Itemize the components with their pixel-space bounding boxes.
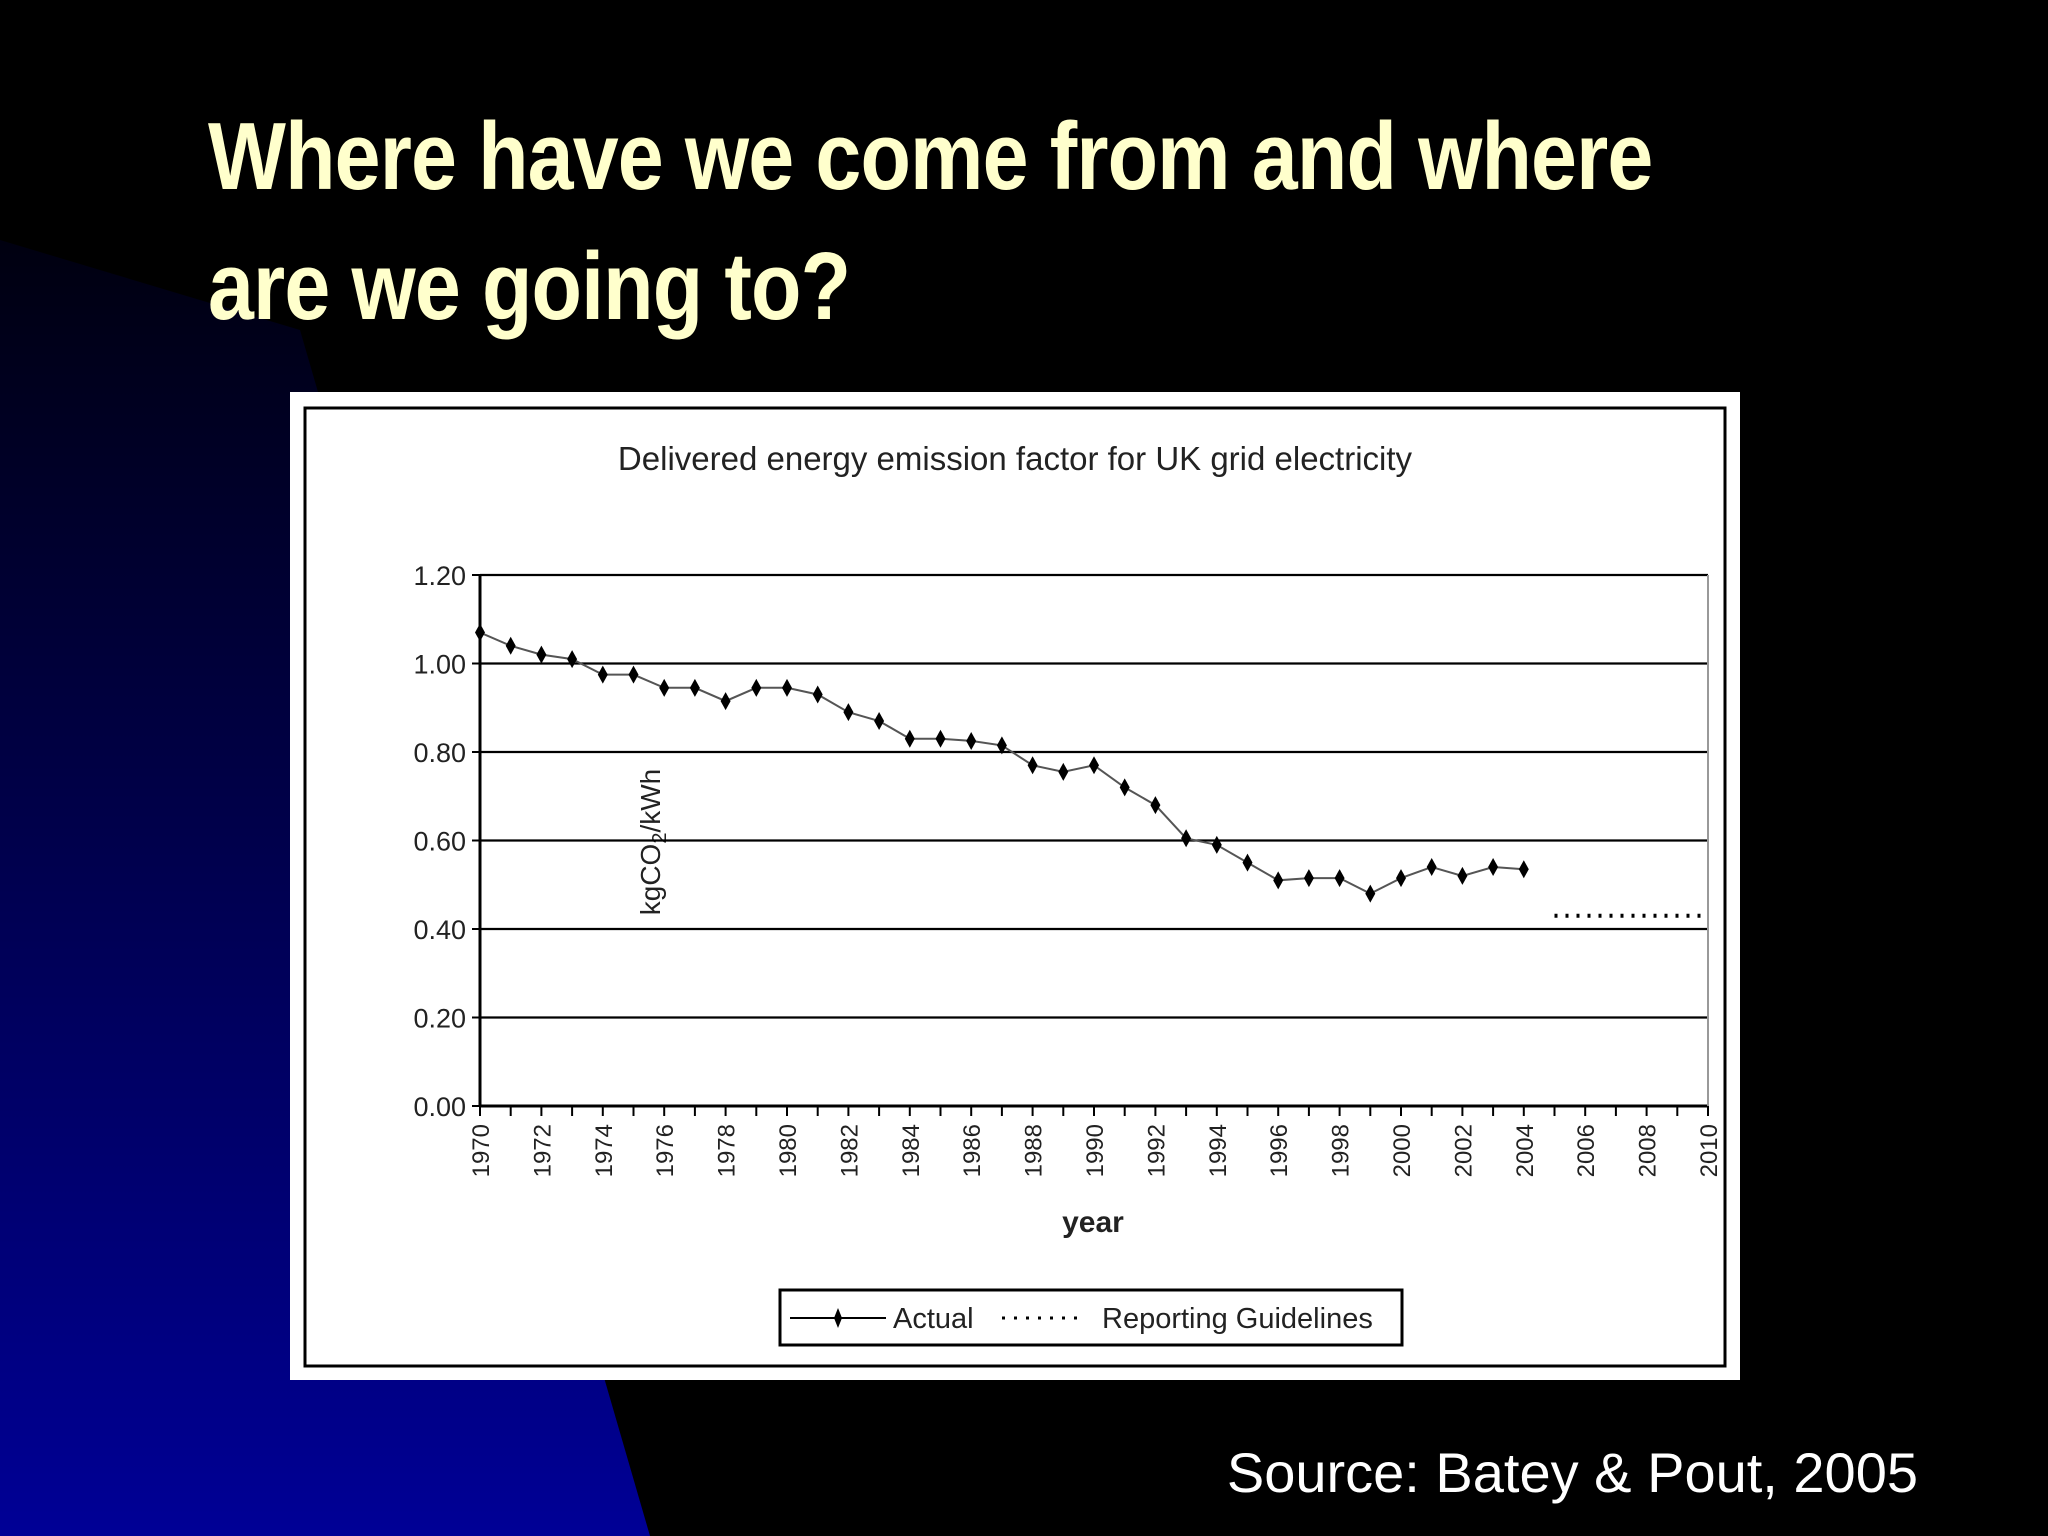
data-point [1396, 869, 1406, 888]
x-tick-label: 1972 [529, 1124, 556, 1177]
x-tick-label: 1982 [836, 1124, 863, 1177]
series-layer [475, 623, 1708, 918]
data-point [567, 650, 578, 669]
data-point [812, 685, 823, 704]
data-point [1242, 853, 1253, 872]
y-tick-label: 0.40 [413, 915, 466, 945]
x-tick-labels: 1970 1972 1974 1976 1978 1980 1982 1984 1986 1988… [468, 1124, 1723, 1177]
x-tick-label: 1974 [591, 1124, 618, 1177]
data-point [782, 678, 792, 697]
data-point [597, 665, 608, 684]
data-point [874, 712, 885, 731]
x-tick-label: 1986 [959, 1124, 986, 1177]
y-tick-label: 1.20 [413, 561, 466, 591]
chart-panel: Delivered energy emission factor for UK … [290, 392, 1740, 1380]
x-tick-label: 1988 [1021, 1124, 1048, 1177]
data-point [1518, 860, 1529, 879]
data-point [843, 703, 854, 722]
axes [478, 575, 1709, 1116]
data-point [628, 665, 639, 684]
emission-factor-chart: Delivered energy emission factor for UK … [303, 406, 1727, 1368]
x-tick-label: 2000 [1389, 1124, 1416, 1177]
data-point [751, 678, 762, 697]
x-tick-label: 1984 [898, 1124, 925, 1177]
data-point [1273, 871, 1284, 890]
x-tick-label: 2008 [1635, 1124, 1662, 1177]
y-tick-label: 0.00 [413, 1092, 466, 1122]
data-point [659, 678, 670, 697]
x-tick-label: 1976 [652, 1124, 679, 1177]
data-point [996, 736, 1007, 755]
x-tick-label: 2004 [1512, 1124, 1539, 1177]
x-tick-label: 1990 [1082, 1124, 1109, 1177]
data-point [1211, 835, 1222, 854]
x-tick-label: 1996 [1266, 1124, 1293, 1177]
source-citation: Source: Batey & Pout, 2005 [1226, 1441, 1918, 1504]
x-tick-label: 2006 [1573, 1124, 1600, 1177]
data-point [1058, 762, 1069, 781]
y-tick-label: 1.00 [413, 650, 466, 680]
x-tick-label: 1980 [775, 1124, 802, 1177]
data-point [536, 645, 547, 664]
data-point [1181, 829, 1192, 848]
data-point [966, 731, 977, 750]
data-point [1089, 756, 1099, 775]
x-tick-label: 1970 [468, 1124, 495, 1177]
y-tick-label: 0.20 [413, 1004, 466, 1034]
x-tick-label: 1978 [714, 1124, 741, 1177]
data-point [904, 729, 915, 748]
x-tick-label: 2002 [1450, 1124, 1477, 1177]
x-tick-label: 2010 [1696, 1124, 1723, 1177]
data-point [689, 678, 700, 697]
data-point [475, 623, 485, 642]
y-tick-labels: 0.00 0.20 0.40 0.60 0.80 1.00 1.20 [413, 561, 466, 1122]
data-point [1119, 778, 1130, 797]
data-point [505, 636, 516, 655]
data-point [1426, 858, 1437, 877]
slide-title: Where have we come from and where are we… [208, 92, 1739, 352]
data-point [1488, 858, 1499, 877]
data-point [720, 692, 731, 711]
data-point [935, 729, 946, 748]
x-axis-label: year [1062, 1206, 1124, 1239]
legend-guidelines-label: Reporting Guidelines [1102, 1303, 1373, 1335]
chart-frame [303, 406, 1727, 1368]
x-tick-label: 1998 [1328, 1124, 1355, 1177]
x-tick-label: 1994 [1205, 1124, 1232, 1177]
chart-title: Delivered energy emission factor for UK … [618, 440, 1413, 477]
legend: Actual Reporting Guidelines [778, 1288, 1404, 1347]
legend-actual-label: Actual [893, 1303, 974, 1335]
data-point [1303, 869, 1314, 888]
data-point [1457, 866, 1468, 885]
slide-title-line-2: are we going to? [208, 233, 851, 340]
data-point [1365, 884, 1376, 903]
x-tick-label: 1992 [1143, 1124, 1170, 1177]
legend-actual-marker [834, 1308, 842, 1328]
data-point [1150, 796, 1161, 815]
slide-title-line-1: Where have we come from and where [208, 103, 1653, 210]
data-point [1027, 756, 1038, 775]
y-tick-label: 0.60 [413, 827, 466, 857]
data-point [1334, 869, 1345, 888]
y-tick-label: 0.80 [413, 738, 466, 768]
